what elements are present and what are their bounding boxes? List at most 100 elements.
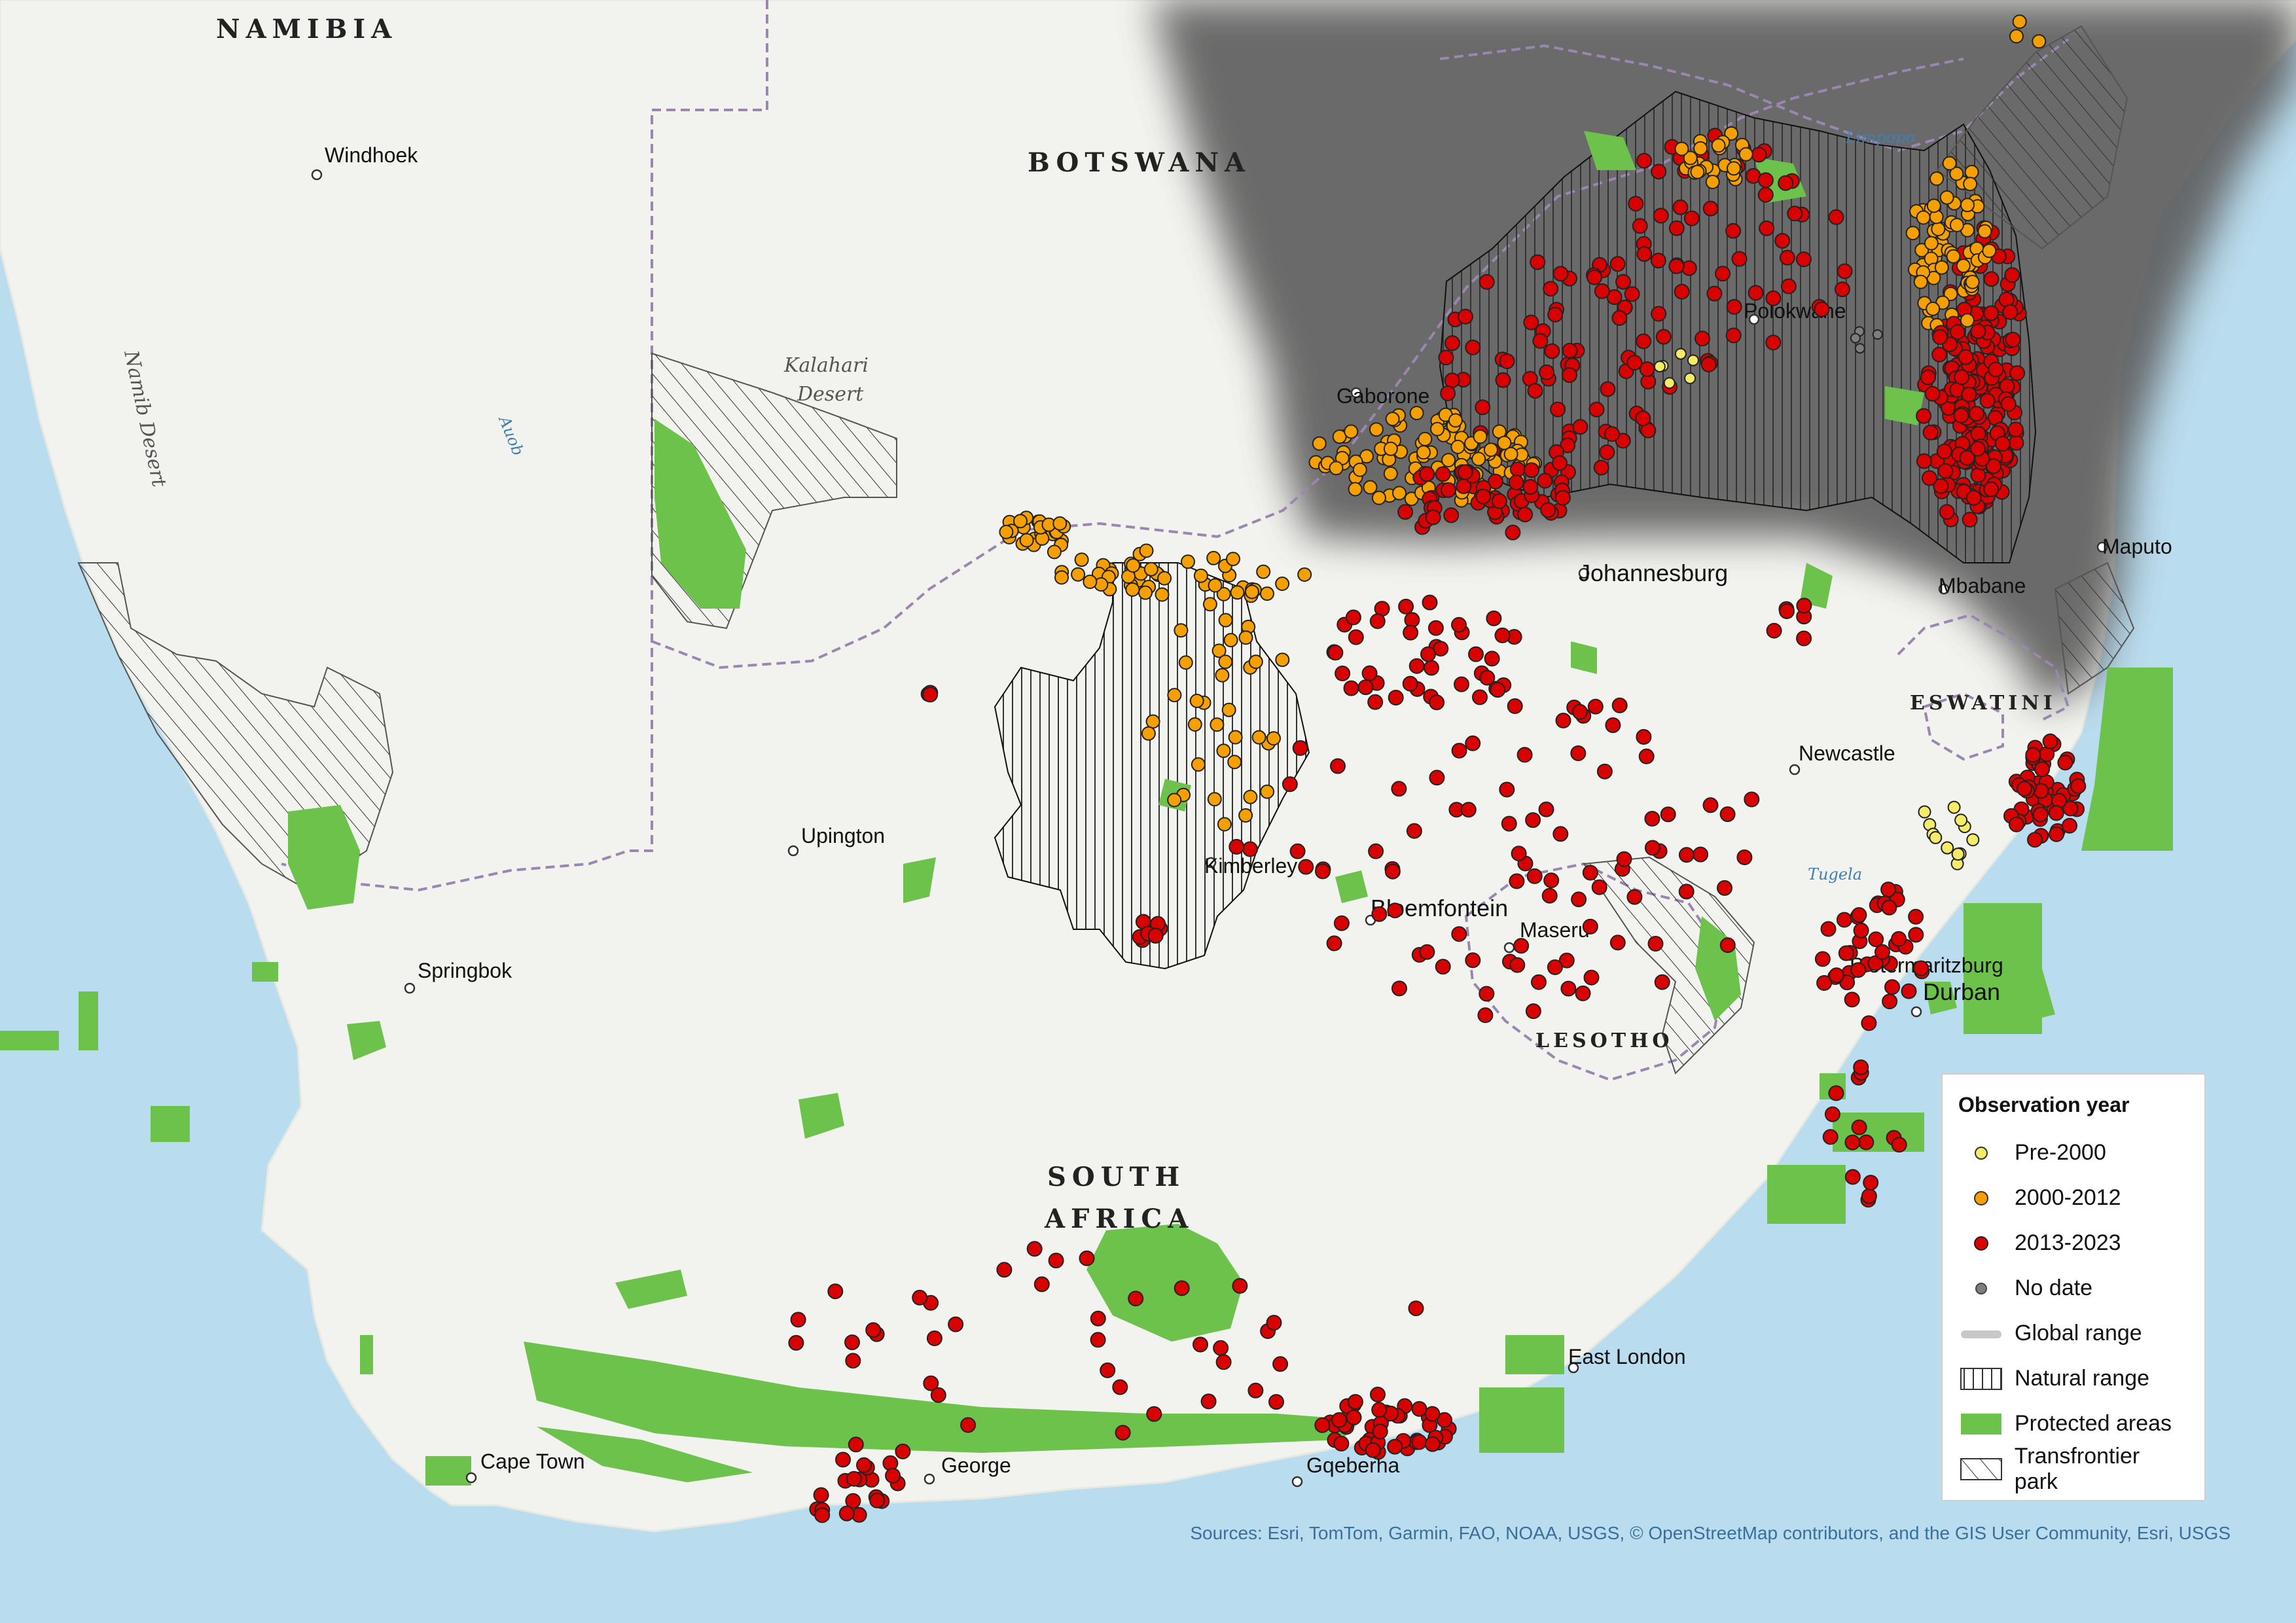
- country-label-south-africa-1: SOUTH: [1047, 1162, 1185, 1192]
- observation-point: [1218, 613, 1233, 628]
- observation-point: [1954, 369, 1969, 385]
- observation-point: [1982, 243, 1997, 259]
- legend-item-transfrontier-park: Transfrontier park: [1958, 1444, 2189, 1494]
- observation-point: [1215, 668, 1230, 683]
- observation-point: [1651, 306, 1667, 322]
- observation-point: [848, 1436, 864, 1453]
- observation-point: [1560, 980, 1577, 997]
- observation-point: [1868, 931, 1884, 948]
- observation-point: [1530, 254, 1546, 270]
- observation-point: [1397, 504, 1414, 520]
- observation-point: [1596, 763, 1613, 779]
- observation-point: [1932, 329, 1948, 345]
- observation-point: [1605, 717, 1621, 734]
- city-label-windhoek: Windhoek: [325, 143, 418, 167]
- observation-point: [1538, 801, 1554, 817]
- city-marker-cape-town: [465, 1472, 477, 1484]
- observation-point: [1644, 840, 1660, 856]
- observation-point: [2009, 29, 2024, 44]
- observation-point: [1230, 585, 1245, 600]
- observation-point: [1850, 962, 1867, 978]
- observation-point: [1424, 1406, 1441, 1422]
- observation-point: [1611, 310, 1628, 326]
- observation-point: [1071, 567, 1086, 582]
- observation-point: [1479, 986, 1495, 1002]
- observation-point: [1543, 872, 1560, 889]
- observation-point: [1668, 258, 1685, 274]
- observation-point: [1552, 266, 1569, 282]
- observation-point: [1961, 386, 1977, 402]
- observation-point: [1217, 817, 1232, 832]
- observation-point: [1312, 436, 1327, 451]
- observation-point: [1908, 908, 1924, 925]
- observation-point: [1647, 936, 1664, 952]
- observation-point: [1540, 502, 1556, 518]
- observation-point: [1547, 959, 1563, 975]
- city-label-george: George: [941, 1454, 1011, 1477]
- observation-point: [1660, 806, 1676, 823]
- legend-label: 2013-2023: [2015, 1230, 2121, 1255]
- feature-label-kalahari-1: Kalahari: [783, 354, 869, 377]
- observation-point: [1526, 868, 1543, 884]
- observation-point: [1700, 357, 1717, 372]
- observation-point: [1599, 444, 1615, 461]
- observation-point: [1851, 1119, 1867, 1135]
- country-label-south-africa-2: AFRICA: [1044, 1204, 1194, 1234]
- observation-point: [1268, 1394, 1284, 1410]
- legend-label: 2000-2012: [2015, 1185, 2121, 1210]
- observation-point: [1609, 935, 1626, 951]
- observation-point: [1174, 1280, 1190, 1296]
- observation-point: [1248, 654, 1263, 669]
- observation-point: [1969, 440, 1986, 457]
- observation-point: [1748, 285, 1764, 301]
- city-marker-durban: [1910, 1006, 1922, 1018]
- observation-point: [1570, 745, 1587, 761]
- city-label-maseru: Maseru: [1520, 918, 1590, 942]
- observation-point: [1429, 770, 1445, 786]
- observation-point: [1552, 455, 1568, 471]
- city-label-kimberley: Kimberley: [1204, 854, 1297, 878]
- observation-point: [835, 1452, 851, 1468]
- observation-point: [1189, 694, 1204, 708]
- river-label-limpopo: Limpopo: [1845, 128, 1915, 147]
- observation-point: [1266, 1315, 1282, 1331]
- observation-point: [1348, 482, 1363, 497]
- city-marker-polokwane: [1748, 313, 1760, 325]
- observation-point: [1880, 882, 1897, 898]
- observation-point: [1719, 806, 1736, 823]
- legend-item-global-range: Global range: [1958, 1311, 2189, 1356]
- observation-point: [1251, 730, 1266, 745]
- observation-point: [2048, 805, 2064, 821]
- observation-point: [1139, 543, 1154, 558]
- observation-point: [1229, 838, 1245, 855]
- observation-point: [827, 1283, 844, 1300]
- city-label-mbabane: Mbabane: [1939, 574, 2026, 597]
- observation-point: [1458, 308, 1473, 325]
- observation-point: [1517, 507, 1534, 523]
- legend-label: Pre-2000: [2015, 1140, 2106, 1165]
- observation-point: [1490, 682, 1506, 698]
- observation-point: [1333, 915, 1350, 931]
- observation-point: [1509, 461, 1526, 478]
- observation-point: [1398, 598, 1414, 615]
- observation-point: [1454, 676, 1469, 692]
- observation-point: [1208, 578, 1223, 593]
- observation-point: [1232, 1277, 1248, 1294]
- observation-point: [1181, 554, 1195, 569]
- observation-point: [1465, 339, 1481, 355]
- observation-point: [1193, 1336, 1208, 1353]
- observation-point: [1929, 830, 1943, 844]
- country-label-namibia: NAMIBIA: [216, 14, 397, 45]
- observation-point: [1026, 1241, 1043, 1257]
- observation-point: [1939, 504, 1955, 520]
- observation-point: [1282, 776, 1298, 793]
- observation-point: [1475, 399, 1491, 416]
- observation-point: [1479, 274, 1495, 290]
- observation-point: [1638, 748, 1655, 764]
- observation-point: [1674, 283, 1690, 300]
- observation-point: [1090, 1310, 1106, 1327]
- observation-point: [1275, 577, 1290, 591]
- observation-point: [844, 1334, 860, 1351]
- observation-point: [1977, 224, 1992, 239]
- observation-point: [1406, 823, 1422, 839]
